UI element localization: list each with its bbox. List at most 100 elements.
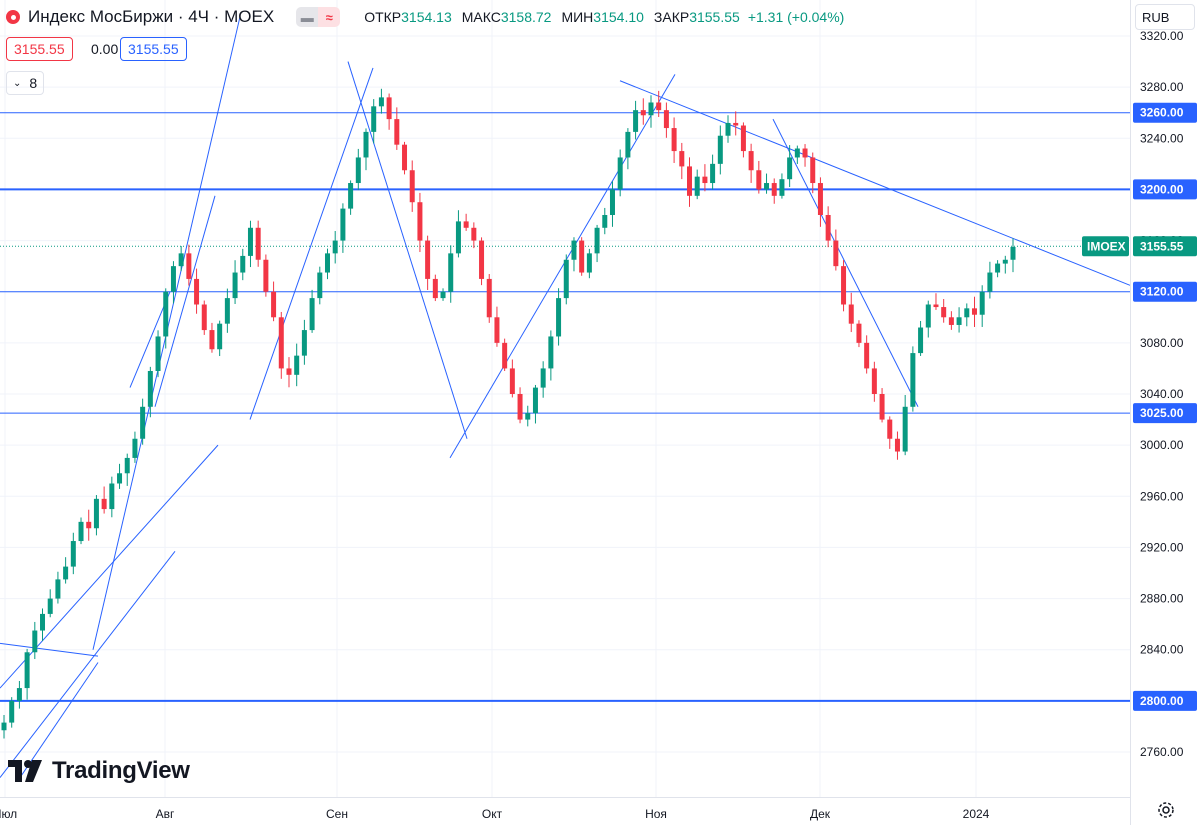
- candle-body: [894, 438, 900, 452]
- candle-body: [247, 227, 253, 256]
- candle-body: [155, 336, 161, 371]
- price-tick-label: 3000.00: [1140, 438, 1184, 452]
- candle-body: [93, 498, 99, 529]
- candle-body: [201, 304, 207, 331]
- candle-body: [263, 259, 269, 292]
- candle-body: [209, 330, 215, 350]
- candle-body: [486, 278, 492, 318]
- candle-body: [117, 473, 123, 484]
- candle-body: [340, 208, 346, 241]
- candle-body: [633, 110, 639, 132]
- candle-body: [101, 498, 107, 510]
- candle-body: [332, 240, 338, 254]
- chevron-down-icon: ⌄: [13, 77, 22, 89]
- chart-grid: [0, 0, 1130, 797]
- candle-body: [764, 183, 770, 190]
- candle-body: [16, 688, 22, 701]
- candle-body: [232, 272, 238, 299]
- level-price-tag: [1133, 690, 1197, 711]
- candle-body: [609, 189, 615, 215]
- candle-body: [679, 151, 685, 167]
- sell-price-box[interactable]: 3155.55: [6, 37, 73, 61]
- candle-body: [571, 240, 577, 260]
- candle-body: [240, 255, 246, 273]
- symbol-badges: ▬ ≈: [296, 7, 341, 27]
- symbol-title[interactable]: Индекс МосБиржи · 4Ч · MOEX: [28, 7, 275, 26]
- candle-body: [856, 323, 862, 343]
- price-tick-label: 3040.00: [1140, 387, 1184, 401]
- candle-body: [787, 157, 793, 180]
- candle-body: [455, 221, 461, 254]
- candle-body: [810, 157, 816, 184]
- open-label: ОТКР: [364, 9, 402, 25]
- candle-body: [70, 541, 76, 567]
- candle-body: [694, 176, 700, 196]
- candle-body: [386, 97, 392, 120]
- candle-body: [910, 353, 916, 407]
- candle-body: [63, 566, 69, 580]
- candle-body: [47, 598, 53, 614]
- trendline: [772, 118, 919, 408]
- trendline: [449, 74, 676, 459]
- candle-body: [24, 652, 30, 689]
- candle-body: [602, 215, 608, 228]
- tradingview-logo[interactable]: TradingView: [8, 757, 190, 785]
- indicators-toggle[interactable]: ⌄ 8: [6, 71, 45, 95]
- candle-body: [163, 291, 169, 337]
- candle-body: [563, 259, 569, 299]
- candle-body: [301, 330, 307, 356]
- open-value: 3154.13: [401, 9, 452, 25]
- candle-body: [933, 304, 939, 308]
- candle-body: [417, 202, 423, 241]
- candle-body: [517, 394, 523, 420]
- candle-body: [394, 119, 400, 145]
- price-tick-label: 3080.00: [1140, 336, 1184, 350]
- candle-body: [833, 240, 839, 267]
- level-price-label: 3025.00: [1140, 406, 1184, 420]
- currency-selector[interactable]: RUB: [1135, 4, 1195, 30]
- level-price-label: 3260.00: [1140, 106, 1184, 120]
- candle-body: [525, 413, 531, 420]
- candle-body: [794, 148, 800, 158]
- time-tick-label: Дек: [810, 807, 831, 821]
- gear-icon[interactable]: [1156, 800, 1176, 820]
- candle-body: [540, 368, 546, 388]
- close-label: ЗАКР: [653, 9, 690, 25]
- candle-body: [640, 110, 646, 116]
- candle-body: [656, 102, 662, 111]
- candle-body: [964, 308, 970, 318]
- candle-body: [224, 298, 230, 324]
- session-icon: ≈: [318, 7, 341, 27]
- candle-body: [409, 170, 415, 203]
- price-tick-label: 3240.00: [1140, 131, 1184, 145]
- candle-body: [625, 131, 631, 158]
- candle-body: [294, 355, 300, 375]
- candle-body: [756, 170, 762, 190]
- last-price-label: 3155.55: [1140, 239, 1184, 253]
- candle-body: [432, 278, 438, 299]
- candle-body: [348, 183, 354, 209]
- candle-body: [109, 483, 115, 510]
- candle-body: [779, 179, 785, 196]
- candle-body: [255, 227, 261, 260]
- last-price-tag: [1133, 236, 1197, 257]
- candle-body: [371, 106, 377, 132]
- candle-body: [941, 307, 947, 318]
- price-tick-label: 2840.00: [1140, 643, 1184, 657]
- level-price-label: 2800.00: [1140, 694, 1184, 708]
- trendline: [0, 550, 176, 778]
- candle-body: [902, 406, 908, 452]
- time-tick-label: Авг: [156, 807, 175, 821]
- low-label: МИН: [561, 9, 594, 25]
- market-status-icon: [6, 10, 20, 24]
- tradingview-logo-icon: [8, 760, 42, 782]
- buy-price-box[interactable]: 3155.55: [120, 37, 187, 61]
- time-tick-label: Сен: [326, 807, 348, 821]
- candle-body: [363, 131, 369, 158]
- candle-body: [448, 253, 454, 292]
- trendline: [619, 80, 1131, 286]
- candle-body: [532, 387, 538, 414]
- tradingview-logo-text: TradingView: [52, 757, 190, 784]
- candle-body: [317, 272, 323, 299]
